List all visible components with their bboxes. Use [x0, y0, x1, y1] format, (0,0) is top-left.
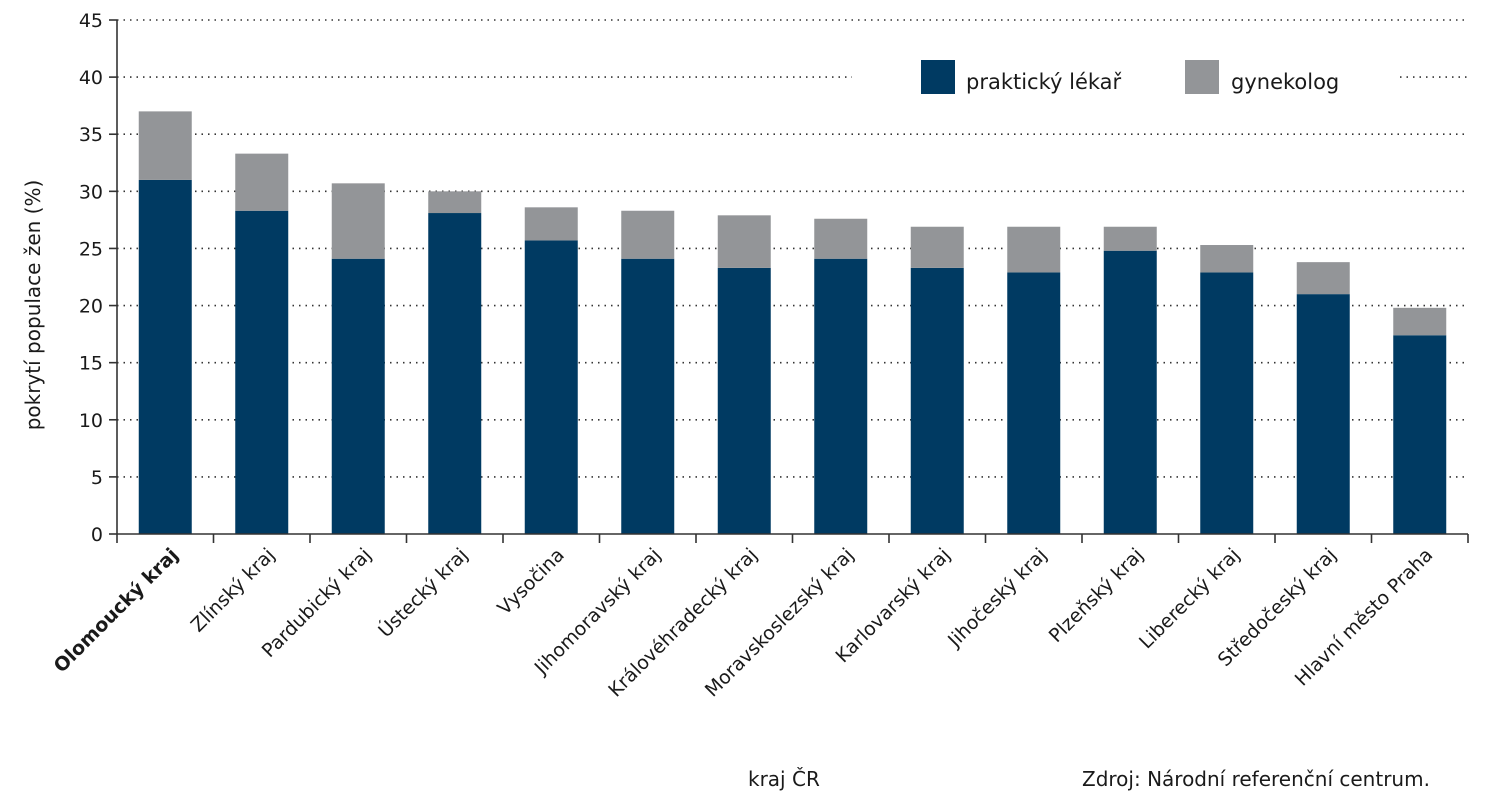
bar-gynekolog-12: [1296, 262, 1350, 295]
legend-label-gynekolog: gynekolog: [1231, 70, 1339, 94]
legend-label-prakticky-lekar: praktický lékař: [966, 70, 1122, 94]
bar-prakticky-lekar-9: [1007, 272, 1061, 534]
x-category-label-3: Ústecký kraj: [373, 543, 473, 643]
y-tick-label-5: 5: [91, 467, 103, 489]
y-tick-label-35: 35: [79, 124, 103, 146]
bar-gynekolog-11: [1200, 245, 1254, 273]
bar-gynekolog-4: [524, 207, 578, 241]
bar-gynekolog-13: [1393, 307, 1447, 336]
bar-prakticky-lekar-4: [524, 240, 578, 534]
bar-prakticky-lekar-13: [1393, 335, 1447, 534]
bar-gynekolog-1: [235, 153, 289, 211]
y-tick-label-25: 25: [79, 238, 103, 260]
bar-gynekolog-5: [621, 210, 675, 259]
x-category-label-4: Vysočina: [493, 544, 568, 619]
y-tick-labels: 0 5 10 15 20 25 30 35 40 45: [79, 10, 103, 546]
y-tick-label-20: 20: [79, 296, 103, 318]
bar-prakticky-lekar-6: [717, 267, 771, 534]
y-tick-label-45: 45: [79, 10, 103, 32]
y-tick-label-10: 10: [79, 410, 103, 432]
bar-prakticky-lekar-10: [1103, 250, 1157, 534]
x-category-label-1: Zlínský kraj: [187, 544, 280, 637]
bar-gynekolog-10: [1103, 226, 1157, 251]
y-tick-label-30: 30: [79, 181, 103, 203]
legend-swatch-gynekolog: [1185, 60, 1219, 94]
bar-gynekolog-6: [717, 215, 771, 268]
bar-prakticky-lekar-0: [138, 179, 192, 534]
bar-prakticky-lekar-12: [1296, 294, 1350, 534]
bar-prakticky-lekar-2: [331, 258, 385, 534]
x-category-label-9: Jihočeský kraj: [943, 544, 1051, 652]
bar-prakticky-lekar-5: [621, 258, 675, 534]
bar-gynekolog-3: [428, 191, 482, 214]
x-category-label-0: Olomoucký kraj: [50, 544, 183, 677]
bar-gynekolog-0: [138, 111, 192, 180]
bar-gynekolog-7: [814, 218, 868, 259]
x-axis-title: kraj ČR: [748, 767, 820, 791]
axes: [109, 19, 1469, 543]
x-category-label-10: Plzeňský kraj: [1045, 544, 1148, 647]
bar-prakticky-lekar-1: [235, 210, 289, 535]
y-axis-title: pokrytí populace žen (%): [21, 180, 45, 431]
legend-swatch-prakticky-lekar: [921, 60, 955, 94]
bars: [138, 111, 1447, 535]
source-note: Zdroj: Národní referenční centrum.: [1082, 767, 1430, 791]
y-tick-label-0: 0: [91, 524, 103, 546]
x-category-label-11: Liberecký kraj: [1135, 544, 1244, 653]
y-tick-label-40: 40: [79, 67, 103, 89]
bar-prakticky-lekar-3: [428, 213, 482, 534]
bar-gynekolog-2: [331, 183, 385, 259]
y-tick-label-15: 15: [79, 353, 103, 375]
bar-gynekolog-9: [1007, 226, 1061, 273]
bar-prakticky-lekar-11: [1200, 272, 1254, 534]
bar-prakticky-lekar-7: [814, 258, 868, 534]
bar-gynekolog-8: [910, 226, 964, 268]
legend: praktický lékař gynekolog: [921, 60, 1339, 94]
bar-prakticky-lekar-8: [910, 267, 964, 534]
